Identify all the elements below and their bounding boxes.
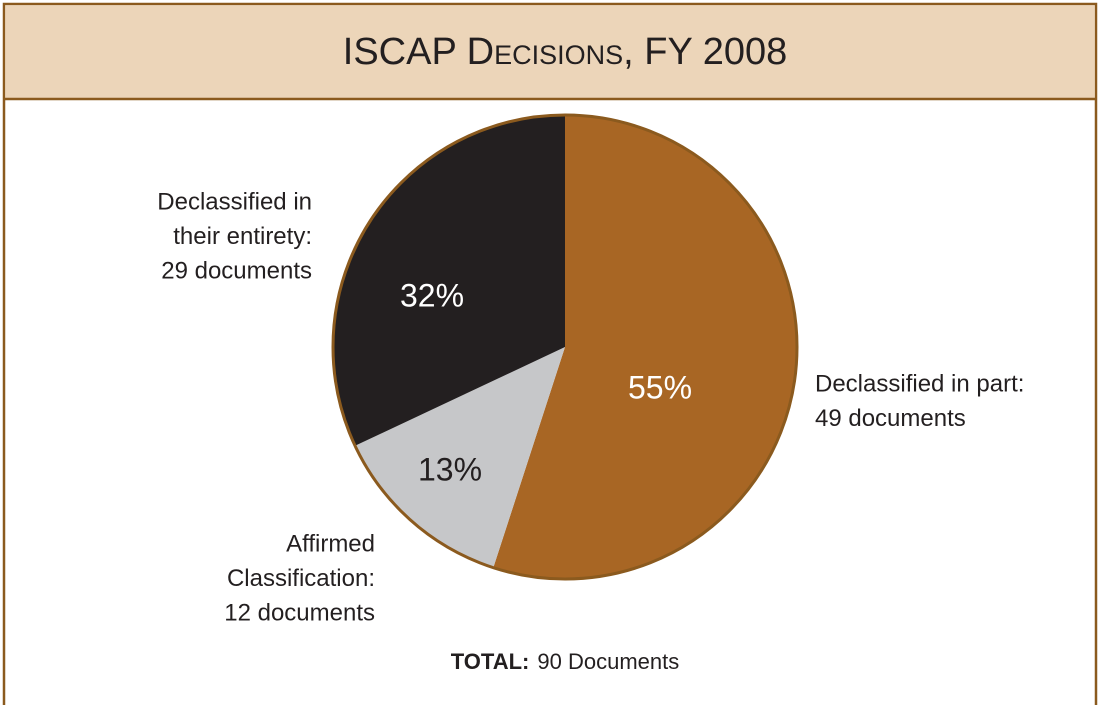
title-band [5, 5, 1095, 100]
slice-category-label: 12 documents [224, 599, 375, 626]
slice-value-label: 32% [400, 277, 464, 313]
pie-slice [355, 347, 565, 568]
pie [331, 113, 799, 581]
slice-category-label: 29 documents [161, 257, 312, 284]
slice-category-label: Declassified in [157, 188, 312, 215]
slice-category-label: Classification: [227, 565, 375, 592]
pie-slice [493, 115, 797, 579]
slice-category-label: Affirmed [286, 530, 375, 557]
total-value: 90 Documents [537, 649, 679, 674]
pie-slice [332, 115, 565, 446]
slice-category-label: Declassified in part: [815, 370, 1024, 397]
slice-category-label: 49 documents [815, 405, 966, 432]
slice-value-label: 13% [418, 451, 482, 487]
chart-title: ISCAP Decisions, FY 2008 [343, 31, 787, 73]
slice-value-label: 55% [628, 369, 692, 405]
total-label: TOTAL: [451, 649, 530, 674]
total: TOTAL: 90 Documents [451, 649, 679, 674]
pie-outline [331, 113, 799, 581]
slice-category-label: their entirety: [173, 223, 312, 250]
